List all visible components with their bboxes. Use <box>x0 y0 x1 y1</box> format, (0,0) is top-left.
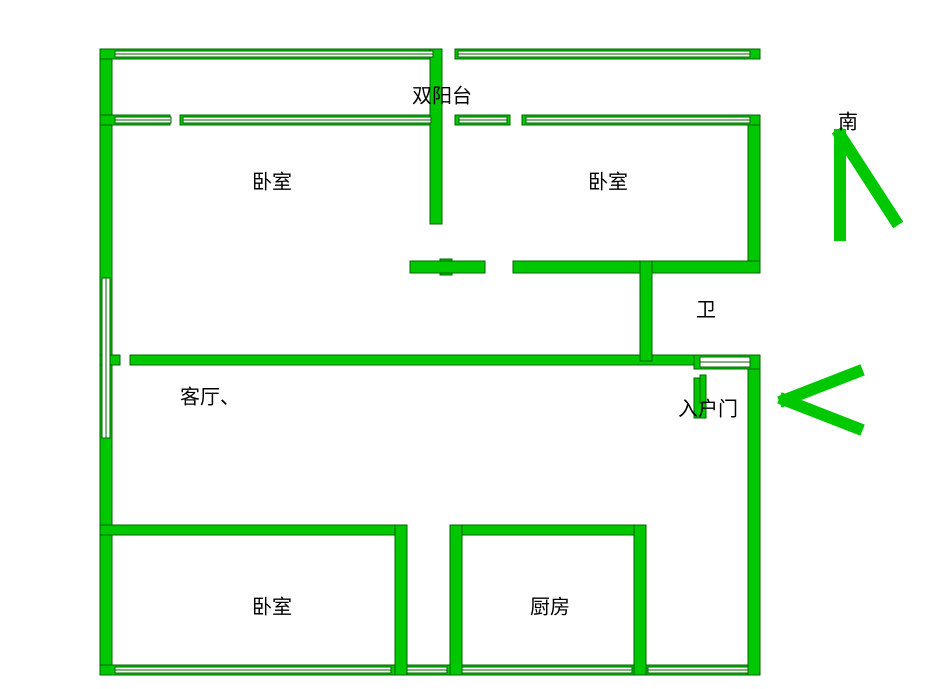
label-bathroom: 卫 <box>696 294 716 323</box>
label-entrance: 入户门 <box>678 393 738 422</box>
label-bedroom-nw: 卧室 <box>252 166 292 195</box>
label-kitchen: 厨房 <box>530 591 570 620</box>
label-south: 南 <box>838 106 858 135</box>
label-living-room: 客厅、 <box>180 381 240 410</box>
floorplan-canvas <box>0 0 950 689</box>
label-bedroom-s: 卧室 <box>252 591 292 620</box>
label-bedroom-ne: 卧室 <box>588 166 628 195</box>
label-balcony: 双阳台 <box>412 80 472 109</box>
